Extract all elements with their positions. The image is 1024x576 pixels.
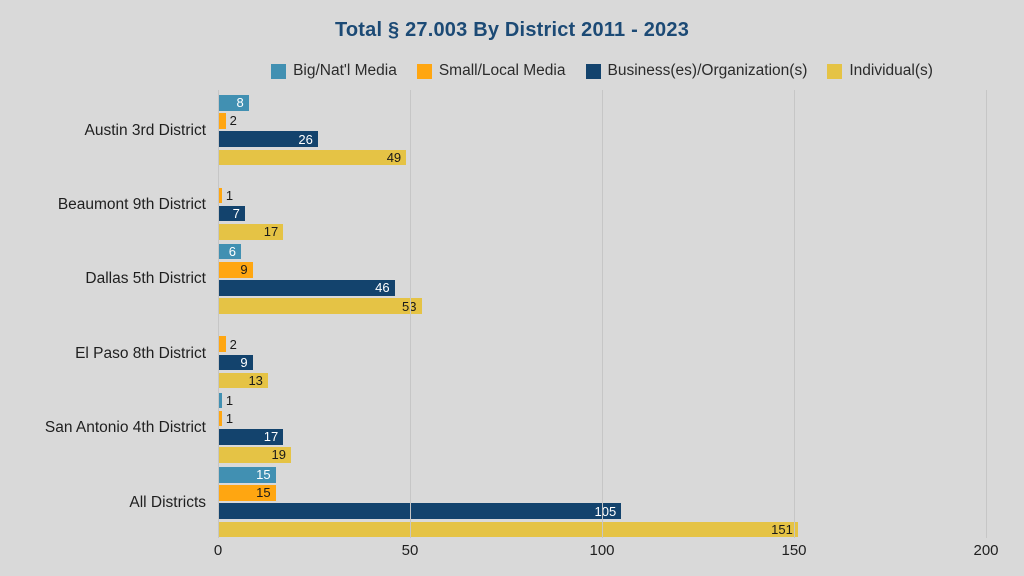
bar-value-label: 9 (240, 354, 248, 370)
bar-value-label: 1 (225, 411, 234, 427)
bar-value-label: 7 (232, 206, 240, 222)
x-tick-label: 0 (213, 542, 223, 559)
bar-value-label: 46 (375, 280, 390, 296)
category-label: El Paso 8th District (75, 344, 206, 362)
gridline (986, 90, 987, 538)
bar: 15 (218, 485, 276, 501)
bar-value-label: 13 (248, 373, 263, 389)
bar: 9 (218, 262, 253, 278)
bar-value-label: 105 (594, 503, 617, 519)
bar: 1 (218, 410, 233, 427)
bar: 15 (218, 467, 276, 483)
bar-value-label: 151 (771, 521, 793, 537)
x-tick-label: 200 (973, 542, 999, 559)
bar: 1 (218, 392, 233, 409)
bar-value-label: 17 (263, 429, 279, 445)
bar: 49 (218, 149, 407, 166)
bar-value-label: 53 (402, 298, 416, 314)
bar-value-label: 2 (229, 113, 237, 129)
legend-label: Individual(s) (849, 62, 933, 79)
gridline (794, 90, 795, 538)
legend-item: Individual(s) (827, 62, 933, 80)
legend-label: Small/Local Media (438, 62, 566, 79)
bar-value-label: 9 (240, 262, 248, 278)
bar: 9 (218, 354, 253, 371)
gridline (218, 90, 219, 538)
bar: 8 (218, 95, 249, 111)
bar: 105 (218, 503, 622, 519)
legend-swatch-icon (827, 63, 843, 79)
category-label: Beaumont 9th District (57, 195, 206, 213)
bar: 151 (218, 521, 798, 538)
chart-title: Total § 27.003 By District 2011 - 2023 (334, 19, 690, 41)
legend-label: Big/Nat'l Media (293, 62, 397, 79)
category-label: Dallas 5th District (85, 270, 206, 288)
bar-value-label: 15 (256, 485, 271, 501)
category-label: All Districts (129, 493, 206, 511)
category-label: San Antonio 4th District (44, 419, 206, 437)
bar-value-label: 49 (386, 149, 402, 165)
bar-value-label: 17 (263, 224, 279, 240)
bar: 19 (218, 447, 291, 463)
legend-label: Business(es)/Organization(s) (607, 62, 808, 79)
bar: 2 (218, 336, 237, 352)
bar-value-label: 8 (236, 95, 244, 111)
bar: 26 (218, 131, 318, 147)
bar: 46 (218, 280, 395, 296)
bar-value-label: 1 (225, 187, 234, 203)
bar-value-label: 15 (256, 467, 271, 483)
bar: 1 (218, 187, 233, 204)
bar: 53 (218, 298, 422, 314)
bar: 6 (218, 243, 242, 260)
legend-swatch-icon (416, 63, 432, 79)
bar: 17 (218, 224, 284, 240)
bar-value-label: 1 (225, 392, 234, 408)
bar-value-label: 6 (228, 244, 237, 260)
bar-value-label: 19 (271, 447, 286, 463)
bar: 17 (218, 429, 284, 445)
gridline (602, 90, 603, 538)
legend-swatch-icon (271, 63, 287, 79)
x-tick-label: 100 (589, 542, 615, 559)
chart-legend: Big/Nat'l Media Small/Local Media Business… (218, 61, 986, 81)
bar-value-label: 26 (298, 131, 313, 147)
bar-value-label: 2 (229, 336, 237, 352)
legend-item: Small/Local Media (416, 62, 566, 80)
x-tick-label: 150 (781, 542, 807, 559)
category-label: Austin 3rd District (84, 121, 206, 139)
bar: 13 (218, 372, 268, 389)
bar: 7 (218, 205, 245, 222)
bar: 2 (218, 113, 237, 129)
legend-item: Business(es)/Organization(s) (585, 62, 808, 80)
x-tick-label: 50 (401, 542, 419, 559)
legend-item: Big/Nat'l Media (271, 62, 397, 80)
gridline (410, 90, 411, 538)
legend-swatch-icon (585, 63, 601, 79)
